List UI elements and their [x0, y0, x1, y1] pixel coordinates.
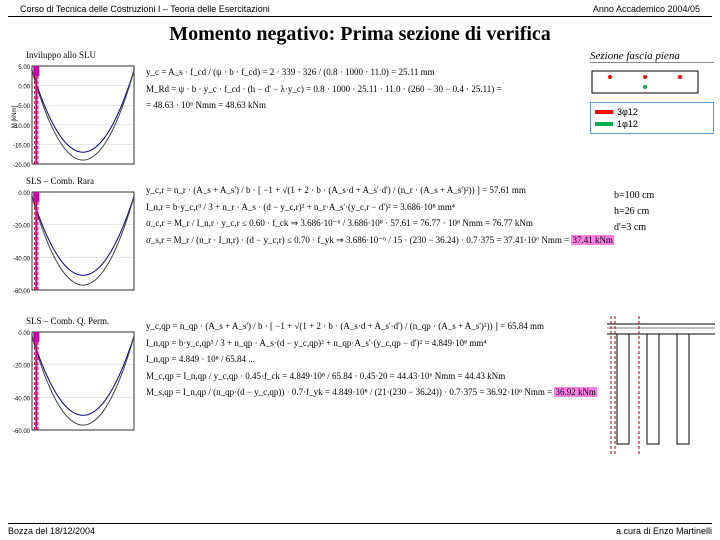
formula-line: I_n,r = b·y_c,r³ / 3 + n_r · A_s · (d − …	[146, 201, 614, 215]
course-title: Corso di Tecnica delle Costruzioni I – T…	[20, 4, 270, 14]
svg-text:0.00: 0.00	[18, 85, 30, 91]
svg-text:-15.00: -15.00	[13, 143, 31, 149]
dim-h: h=26 cm	[614, 204, 714, 220]
chart-perm: SLS – Comb. Q. Perm. 0.00-20.00-40.00-60…	[8, 328, 138, 438]
rebar-bot-label: 1φ12	[617, 119, 638, 129]
dim-b: b=100 cm	[614, 188, 714, 204]
rebar-top-label: 3φ12	[617, 107, 638, 117]
rebar-bot: 1φ12	[595, 119, 709, 129]
formula-line: M_s,qp = I_n,qp / (n_qp·(d − y_c,qp)) · …	[146, 386, 597, 400]
formula-line: I_n,qp = 4.849 · 10⁸ / 65.84 ...	[146, 353, 597, 367]
formulas-slu: y_c = A_s · f_cd / (ψ · b · f_cd) = 2 · …	[138, 50, 590, 116]
section-box: Sezione fascia piena 3φ12 1φ12	[590, 50, 720, 134]
svg-text:-20.00: -20.00	[13, 163, 31, 169]
row-rara: SLS – Comb. Rara 0.00-20.00-40.00-60.00 …	[0, 176, 720, 316]
formula-line: = 48.63 · 10⁶ Nmm = 48.63 kNm	[146, 99, 590, 113]
formula-line: σ_s,r = M_r / (n_r · I_n,r) · (d − y_c,r…	[146, 234, 614, 248]
author: a cura di Enzo Martinelli	[616, 526, 712, 536]
svg-text:-40.00: -40.00	[13, 256, 31, 262]
formula-line: M_c,qp = I_n,qp / y_c,qp · 0.45·f_ck = 4…	[146, 370, 597, 384]
svg-text:-20.00: -20.00	[13, 364, 31, 370]
formula-line: y_c,qp = n_qp · (A_s + A_s') / b · [ −1 …	[146, 320, 597, 334]
chart-rara-label: SLS – Comb. Rara	[26, 176, 94, 186]
chart-rara: SLS – Comb. Rara 0.00-20.00-40.00-60.00	[8, 188, 138, 298]
slab-sketch	[597, 316, 720, 459]
formula-line: σ_c,r = M_r / I_n,r · y_c,r ≤ 0.60 · f_c…	[146, 217, 614, 231]
svg-text:-20.00: -20.00	[13, 224, 31, 230]
svg-text:M [kNm]: M [kNm]	[12, 106, 18, 129]
svg-text:-60.00: -60.00	[13, 429, 31, 435]
svg-text:-60.00: -60.00	[13, 289, 31, 295]
rebar-top-bar	[595, 110, 613, 114]
section-title: Sezione fascia piena	[590, 50, 714, 63]
formula-line: y_c = A_s · f_cd / (ψ · b · f_cd) = 2 · …	[146, 66, 590, 80]
svg-text:0.00: 0.00	[18, 191, 30, 197]
page-title: Momento negativo: Prima sezione di verif…	[0, 17, 720, 50]
formula-line: I_n,qp = b·y_c,qp³ / 3 + n_qp · A_s·(d −…	[146, 337, 597, 351]
svg-text:-40.00: -40.00	[13, 396, 31, 402]
svg-text:-5.00: -5.00	[16, 104, 30, 110]
page-footer: Bozza del 18/12/2004 a cura di Enzo Mart…	[8, 523, 712, 536]
row-perm: SLS – Comb. Q. Perm. 0.00 -20.00 -40.00 -60…	[0, 316, 720, 486]
dim-dprime: d'=3 cm	[614, 220, 714, 236]
row-slu: Inviluppo allo SLU 5.000.00-5.00-10.00-1…	[0, 50, 720, 176]
formula-line: M_Rd = ψ · b · y_c · f_cd · (h − d' − λ·…	[146, 83, 590, 97]
section-sketch-icon	[590, 67, 700, 97]
rebar-top: 3φ12	[595, 107, 709, 117]
formulas-rara: y_c,r = n_r · (A_s + A_s') / b · [ −1 + …	[138, 176, 614, 250]
slab-section-icon	[597, 316, 717, 456]
academic-year: Anno Accademico 2004/05	[593, 4, 700, 14]
rebar-bot-bar	[595, 122, 613, 126]
formulas-perm: y_c,qp = n_qp · (A_s + A_s') / b · [ −1 …	[138, 316, 597, 403]
dims-box: b=100 cm h=26 cm d'=3 cm	[614, 176, 720, 236]
draft-date: Bozza del 18/12/2004	[8, 526, 95, 536]
chart-slu-label: Inviluppo allo SLU	[26, 50, 96, 60]
chart-perm-label: SLS – Comb. Q. Perm.	[26, 316, 109, 326]
chart-slu: Inviluppo allo SLU 5.000.00-5.00-10.00-1…	[8, 62, 138, 172]
formula-line: y_c,r = n_r · (A_s + A_s') / b · [ −1 + …	[146, 184, 614, 198]
svg-text:0.00: 0.00	[18, 331, 30, 337]
svg-text:5.00: 5.00	[18, 65, 30, 71]
page-header: Corso di Tecnica delle Costruzioni I – T…	[8, 0, 712, 17]
